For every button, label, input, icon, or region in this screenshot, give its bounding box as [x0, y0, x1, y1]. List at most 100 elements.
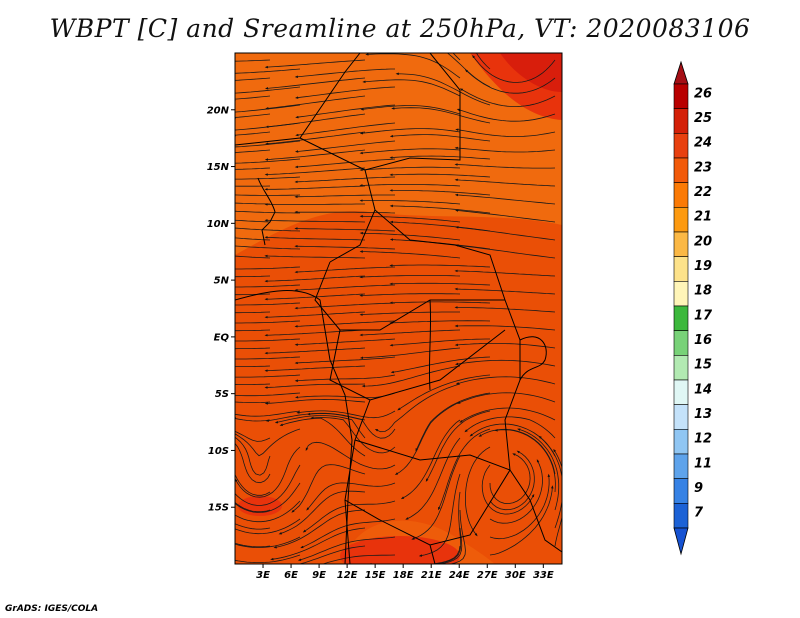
streamline	[397, 374, 491, 411]
field-hot-northeast-core	[500, 53, 562, 92]
lat-tick-label: 10N	[207, 219, 230, 230]
streamline	[235, 464, 301, 506]
streamline	[389, 338, 490, 347]
streamline	[405, 437, 461, 520]
colorbar-swatch	[673, 503, 689, 529]
streamline	[455, 226, 556, 241]
lon-tick-label: 9E	[312, 570, 326, 581]
colorbar-swatch	[673, 379, 689, 405]
streamline	[296, 410, 396, 419]
streamline	[454, 163, 556, 169]
streamline	[235, 122, 301, 131]
streamline	[235, 428, 301, 457]
border-line	[354, 399, 511, 471]
colorbar-top-arrow	[673, 60, 689, 85]
colorbar-swatch	[673, 133, 689, 159]
streamline	[235, 435, 271, 476]
streamline	[235, 68, 301, 74]
streamline	[235, 95, 271, 101]
streamline	[359, 128, 461, 135]
streamline	[310, 416, 396, 454]
colorbar-label: 15	[694, 358, 712, 373]
lon-tick-label: 33E	[533, 570, 554, 581]
streamline	[294, 266, 396, 274]
coastline	[257, 177, 276, 246]
colorbar-label: 26	[694, 86, 712, 101]
streamline	[235, 227, 301, 232]
colorbar-swatch	[673, 281, 689, 307]
streamline	[359, 293, 461, 297]
streamline	[359, 329, 461, 337]
streamline	[389, 204, 491, 214]
streamline	[455, 376, 556, 385]
streamline	[235, 365, 271, 368]
streamline	[235, 284, 301, 288]
streamline	[235, 140, 301, 148]
streamline	[457, 392, 556, 404]
streamline	[481, 464, 535, 515]
lon-tick-label: 3E	[256, 570, 270, 581]
streamline	[294, 356, 396, 365]
chart-title: WBPT [C] and Sreamline at 250hPa, VT: 20…	[49, 14, 751, 43]
streamline	[389, 282, 491, 286]
streamline	[265, 95, 366, 110]
streamline	[264, 203, 365, 206]
streamline	[235, 347, 271, 350]
colorbar-label: 24	[694, 136, 712, 151]
streamline	[274, 415, 366, 439]
streamline	[235, 245, 301, 250]
plot-frame	[234, 52, 563, 565]
streamline	[365, 53, 461, 79]
colorbar-swatch	[673, 478, 689, 504]
streamline	[235, 500, 301, 523]
streamline	[235, 442, 271, 484]
streamline	[455, 244, 556, 259]
streamline	[489, 485, 554, 556]
streamline	[235, 77, 271, 82]
colorbar-label: 17	[694, 308, 713, 323]
lon-tick-label: 6E	[284, 570, 298, 581]
streamline	[235, 131, 271, 137]
streamline	[294, 227, 396, 232]
streamline	[295, 86, 396, 99]
streamline	[389, 134, 491, 142]
streamline	[235, 266, 301, 270]
streamline	[305, 441, 396, 470]
lon-tick-label: 18E	[393, 570, 414, 581]
streamline	[264, 59, 366, 69]
streamline	[389, 264, 491, 268]
streamline	[454, 146, 556, 153]
streamline	[455, 128, 556, 137]
streamline	[359, 311, 460, 316]
streamline	[454, 269, 556, 277]
lon-tick-label: 30E	[505, 570, 526, 581]
colorbar-label: 16	[694, 333, 712, 348]
streamline	[391, 107, 491, 124]
streamline	[264, 365, 366, 372]
lon-tick-label: 15E	[365, 570, 386, 581]
lat-tick-label: 5N	[214, 276, 230, 287]
streamline	[306, 482, 396, 511]
streamline	[374, 383, 461, 433]
streamline	[415, 392, 491, 452]
streamline	[291, 464, 366, 513]
coastline	[504, 299, 562, 553]
streamline	[359, 231, 461, 241]
streamline	[321, 554, 396, 564]
border-line	[344, 499, 351, 564]
colorbar-swatch	[673, 305, 689, 331]
streamline	[517, 428, 560, 511]
streamlines	[235, 53, 562, 564]
coastline	[235, 290, 353, 564]
streamline	[235, 536, 301, 548]
colorbar-label: 19	[694, 259, 712, 274]
streamline	[264, 219, 366, 223]
wbpt-field	[235, 53, 562, 564]
colorbar-swatch	[673, 83, 689, 109]
streamline	[294, 244, 396, 250]
streamline	[359, 250, 461, 259]
lat-tick-label: 20N	[207, 105, 230, 116]
streamline	[454, 178, 556, 187]
streamline	[472, 55, 556, 83]
